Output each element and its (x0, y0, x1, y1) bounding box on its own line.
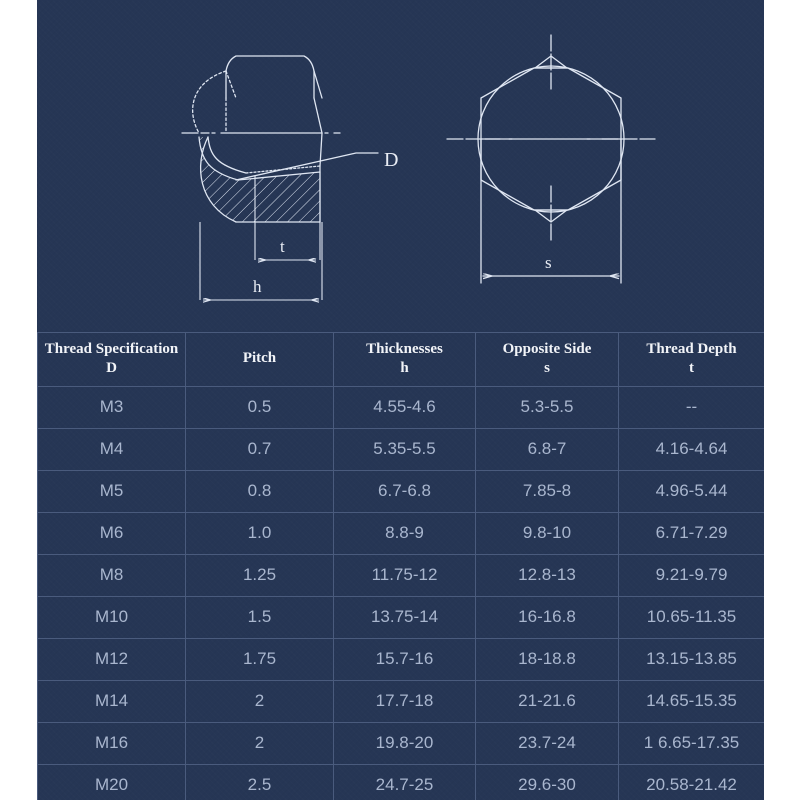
svg-text:t: t (280, 237, 285, 256)
svg-text:s: s (545, 253, 552, 272)
svg-text:h: h (253, 277, 262, 296)
svg-text:D: D (384, 149, 398, 171)
